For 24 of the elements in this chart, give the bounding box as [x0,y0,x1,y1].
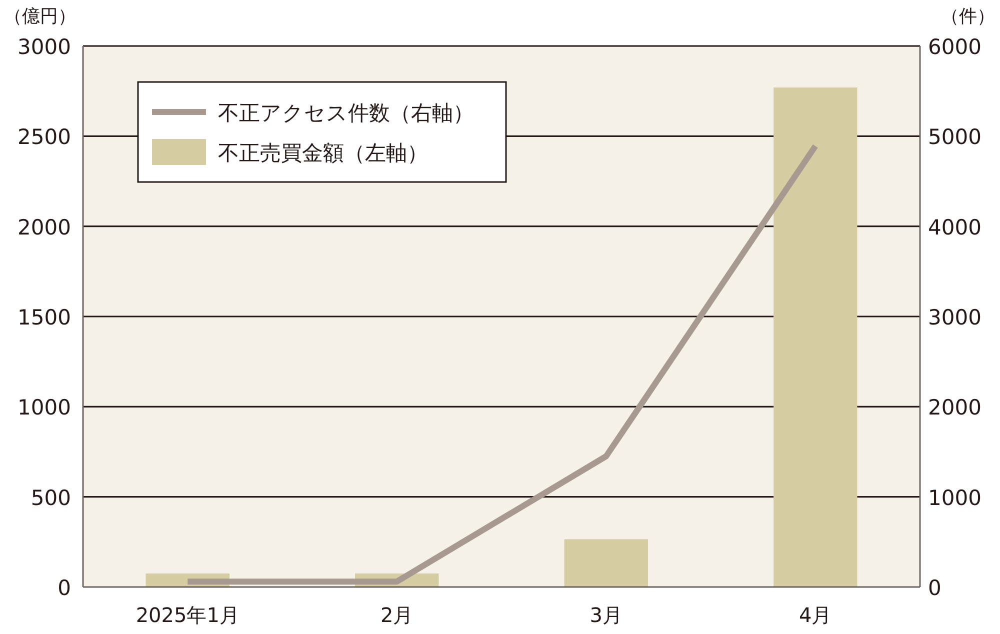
legend-label: 不正アクセス件数（右軸） [218,101,474,125]
x-tick-label: 4月 [799,603,832,627]
x-tick-label: 2025年1月 [136,603,240,627]
y2-tick-label: 2000 [928,396,982,420]
x-tick-label: 2月 [380,603,414,627]
y-tick-label: 0 [58,576,71,600]
y2-tick-label: 5000 [928,125,982,150]
bar [774,87,858,587]
y2-tick-label: 6000 [928,35,982,59]
y2-tick-label: 1000 [928,486,982,510]
y-axis-title: （億円） [4,6,76,27]
y2-tick-label: 0 [928,576,942,600]
y-tick-label: 500 [30,486,71,510]
y2-axis-title: （件） [941,6,995,27]
y-tick-label: 2500 [18,125,71,150]
y-tick-label: 1500 [18,306,71,330]
bar [564,539,648,587]
y2-tick-label: 3000 [928,306,982,330]
y-tick-label: 2000 [18,215,71,240]
y2-tick-label: 4000 [928,215,982,240]
y-tick-label: 1000 [18,396,71,420]
y-tick-label: 3000 [18,35,71,59]
legend-label: 不正売買金額（左軸） [218,141,428,165]
x-tick-label: 3月 [590,603,622,627]
